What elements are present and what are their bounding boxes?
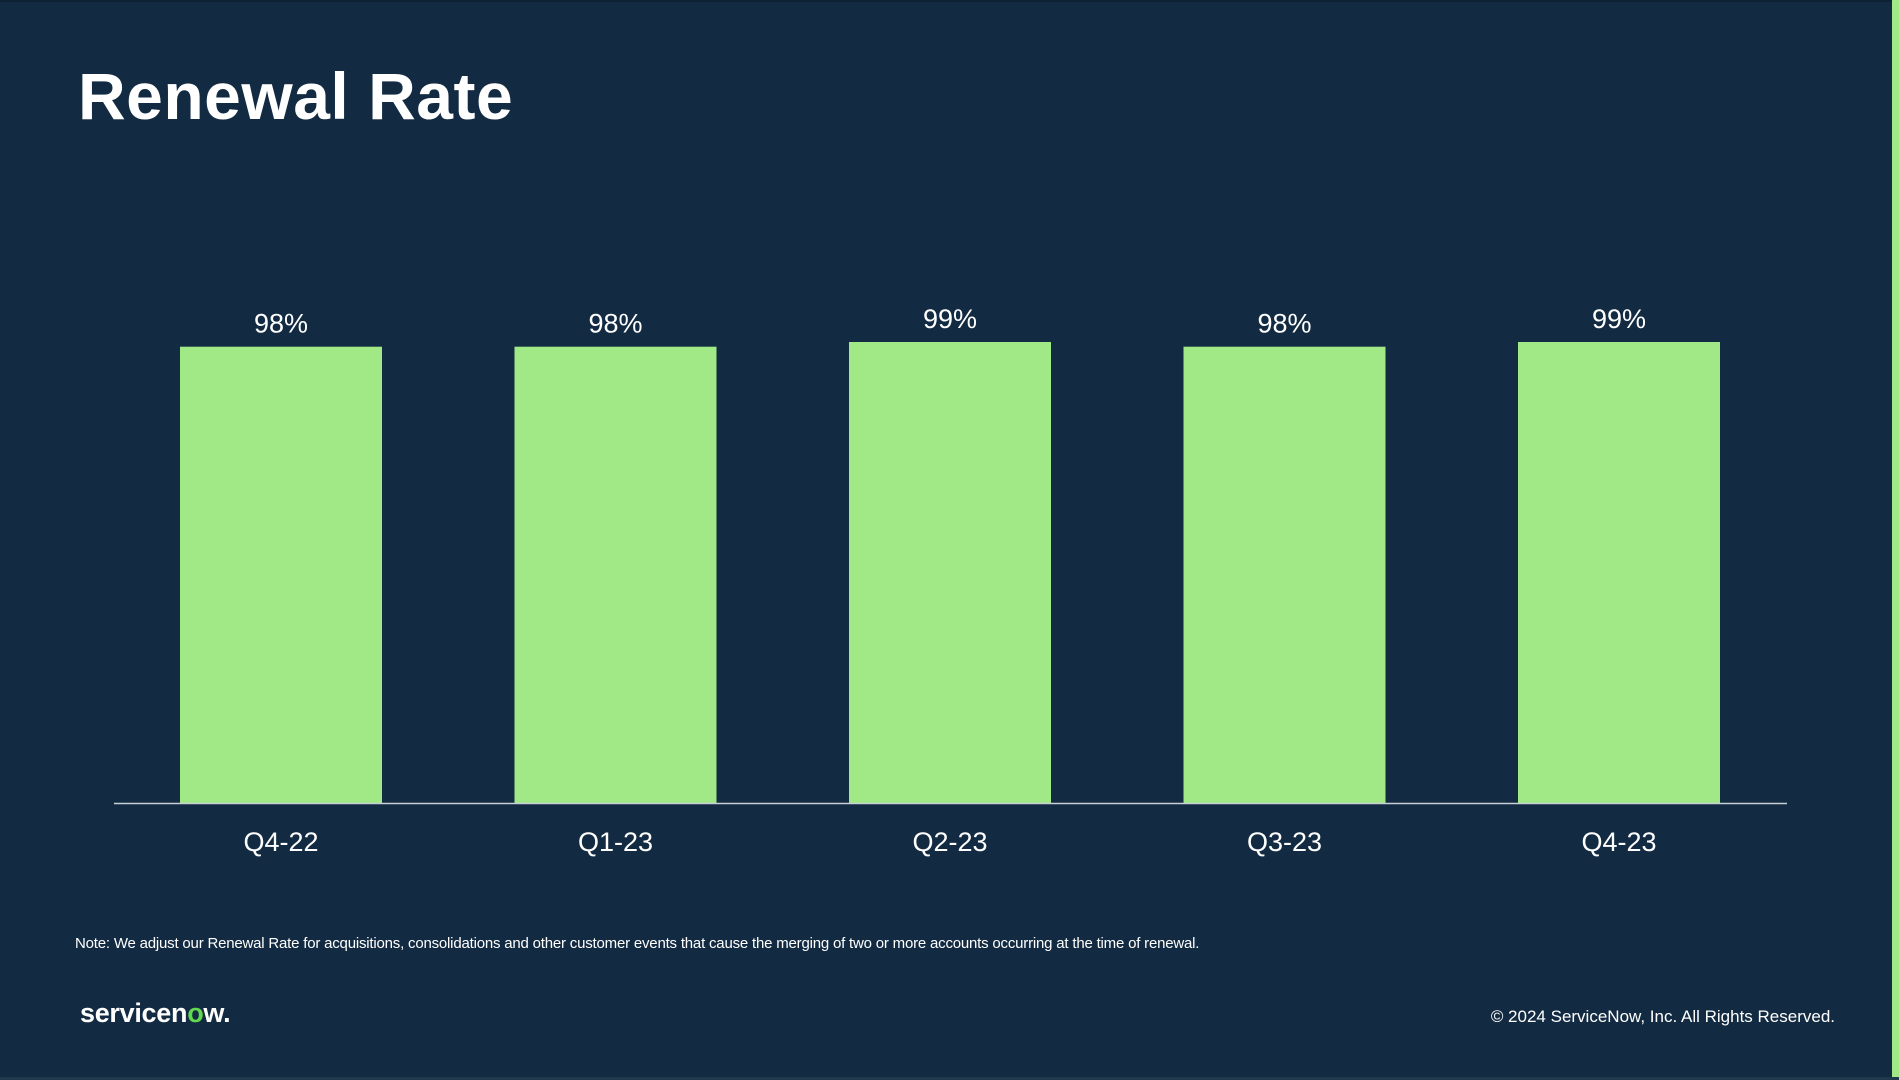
accent-stripe bbox=[1892, 0, 1899, 1080]
data-label-q2-23: 99% bbox=[923, 304, 977, 334]
x-tick-label-q3-23: Q3-23 bbox=[1247, 827, 1322, 857]
bottom-edge bbox=[0, 1077, 1899, 1080]
data-label-q3-23: 98% bbox=[1257, 309, 1311, 339]
x-tick-label-q2-23: Q2-23 bbox=[912, 827, 987, 857]
slide-title: Renewal Rate bbox=[78, 59, 514, 133]
x-tick-label-q4-23: Q4-23 bbox=[1581, 827, 1656, 857]
copyright-notice: © 2024 ServiceNow, Inc. All Rights Reser… bbox=[1490, 1007, 1835, 1026]
footnote: Note: We adjust our Renewal Rate for acq… bbox=[75, 935, 1200, 952]
bar-q3-23 bbox=[1183, 346, 1386, 803]
logo-text-end: w. bbox=[203, 998, 231, 1028]
servicenow-logo: servicenow. bbox=[80, 998, 231, 1029]
bar-q4-23 bbox=[1518, 342, 1720, 803]
logo-text-start: servicen bbox=[80, 998, 188, 1028]
x-tick-label-q1-23: Q1-23 bbox=[578, 827, 653, 857]
bar-q1-23 bbox=[514, 346, 717, 803]
bar-q4-22 bbox=[180, 346, 382, 803]
top-edge bbox=[0, 0, 1899, 2]
bar-q2-23 bbox=[849, 342, 1051, 803]
data-label-q1-23: 98% bbox=[588, 309, 642, 339]
data-label-q4-23: 99% bbox=[1592, 304, 1646, 334]
x-tick-label-q4-22: Q4-22 bbox=[243, 827, 318, 857]
data-label-q4-22: 98% bbox=[254, 309, 308, 339]
logo-accent-letter: o bbox=[187, 998, 204, 1028]
